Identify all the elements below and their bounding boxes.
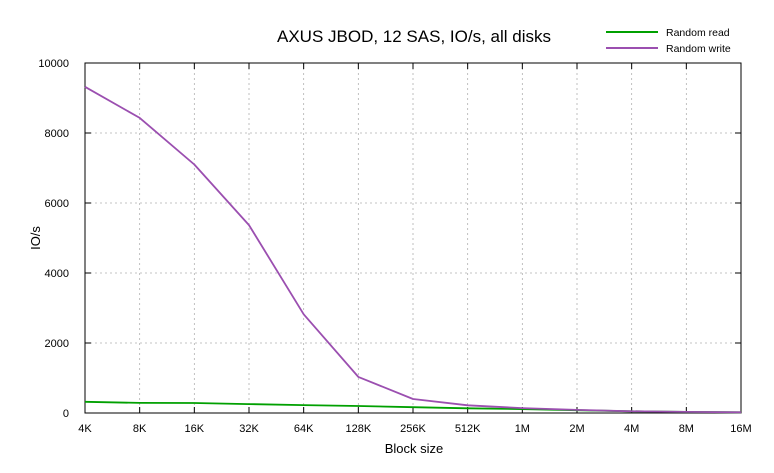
x-tick-label: 32K <box>239 423 259 435</box>
x-tick-label: 2M <box>569 423 584 435</box>
series-line-random-write <box>84 86 742 414</box>
x-tick-label: 256K <box>400 423 426 435</box>
x-tick-label: 8K <box>133 423 147 435</box>
y-axis-label: IO/s <box>28 226 43 250</box>
y-tick-label: 8000 <box>45 128 69 140</box>
series-lines <box>84 86 742 414</box>
x-tick-label: 8M <box>679 423 694 435</box>
x-tick-label: 16M <box>730 423 751 435</box>
y-tick-label: 6000 <box>45 198 69 210</box>
x-tick-label: 1M <box>515 423 530 435</box>
y-axis: 0 2000 4000 6000 8000 10000 <box>38 58 741 420</box>
legend-label: Random read <box>666 27 730 39</box>
x-tick-label: 4M <box>624 423 639 435</box>
y-tick-label: 4000 <box>45 268 69 280</box>
x-tick-label: 4K <box>78 423 92 435</box>
x-tick-label: 128K <box>345 423 371 435</box>
legend: Random read Random write <box>606 27 731 55</box>
x-tick-label: 512K <box>455 423 481 435</box>
x-tick-label: 16K <box>185 423 205 435</box>
legend-label: Random write <box>666 43 731 55</box>
grid <box>85 63 741 413</box>
y-tick-label: 2000 <box>45 338 69 350</box>
x-axis-label: Block size <box>385 441 444 456</box>
x-tick-label: 64K <box>294 423 314 435</box>
chart-title: AXUS JBOD, 12 SAS, IO/s, all disks <box>277 27 551 46</box>
y-tick-label: 0 <box>63 408 69 420</box>
y-tick-label: 10000 <box>38 58 69 70</box>
x-axis: 4K 8K 16K 32K 64K 128K 256K 512K 1M 2M 4M 8M 16M <box>78 63 752 435</box>
